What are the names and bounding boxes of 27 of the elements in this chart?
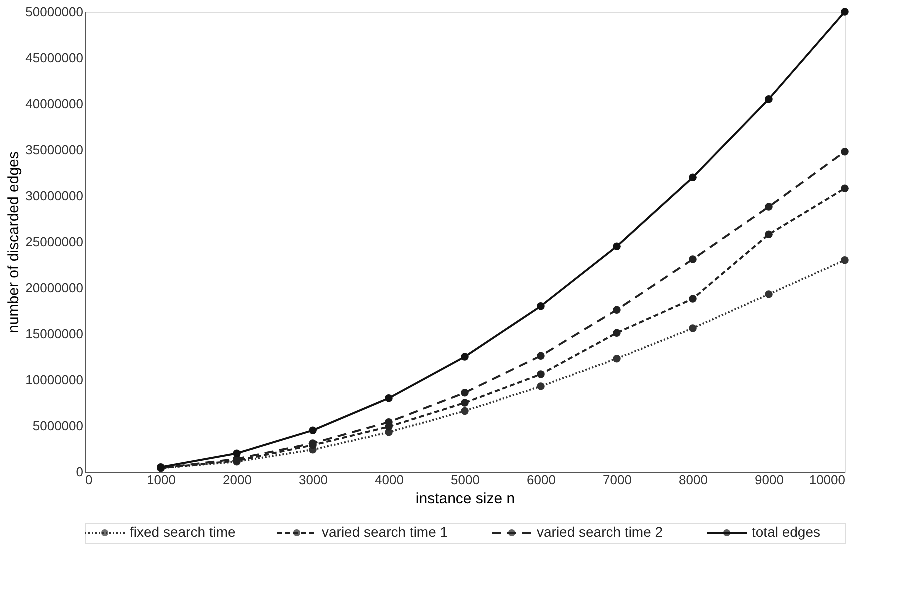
- x-tick-label: 10000: [809, 472, 846, 488]
- x-tick-label: 0: [86, 472, 93, 488]
- x-tick-label: 4000: [375, 472, 404, 488]
- y-tick-label: 30000000: [26, 188, 84, 204]
- y-tick-label: 20000000: [26, 280, 84, 296]
- x-tick-label: 3000: [299, 472, 328, 488]
- y-tick-label: 5000000: [32, 418, 84, 434]
- x-tick-label: 1000: [147, 472, 176, 488]
- x-axis-title: instance size n: [416, 490, 516, 508]
- y-tick-label: 45000000: [26, 50, 84, 66]
- legend-label: fixed search time: [130, 524, 236, 540]
- x-tick-label: 6000: [527, 472, 556, 488]
- x-tick-label: 7000: [603, 472, 632, 488]
- y-tick-label: 10000000: [26, 372, 84, 388]
- legend-label: varied search time 2: [537, 524, 664, 540]
- legend-label: total edges: [752, 524, 820, 540]
- y-tick-label: 25000000: [26, 234, 84, 250]
- legend-label: varied search time 1: [322, 524, 448, 540]
- y-tick-label: 35000000: [26, 142, 84, 158]
- y-tick-label: 15000000: [26, 326, 84, 342]
- y-tick-label: 50000000: [26, 4, 84, 20]
- x-tick-label: 5000: [451, 472, 480, 488]
- y-tick-label: 40000000: [26, 96, 84, 112]
- x-tick-label: 2000: [223, 472, 252, 488]
- x-tick-label: 9000: [755, 472, 784, 488]
- y-axis-title: number of discarded edges: [6, 152, 23, 334]
- x-tick-label: 8000: [679, 472, 708, 488]
